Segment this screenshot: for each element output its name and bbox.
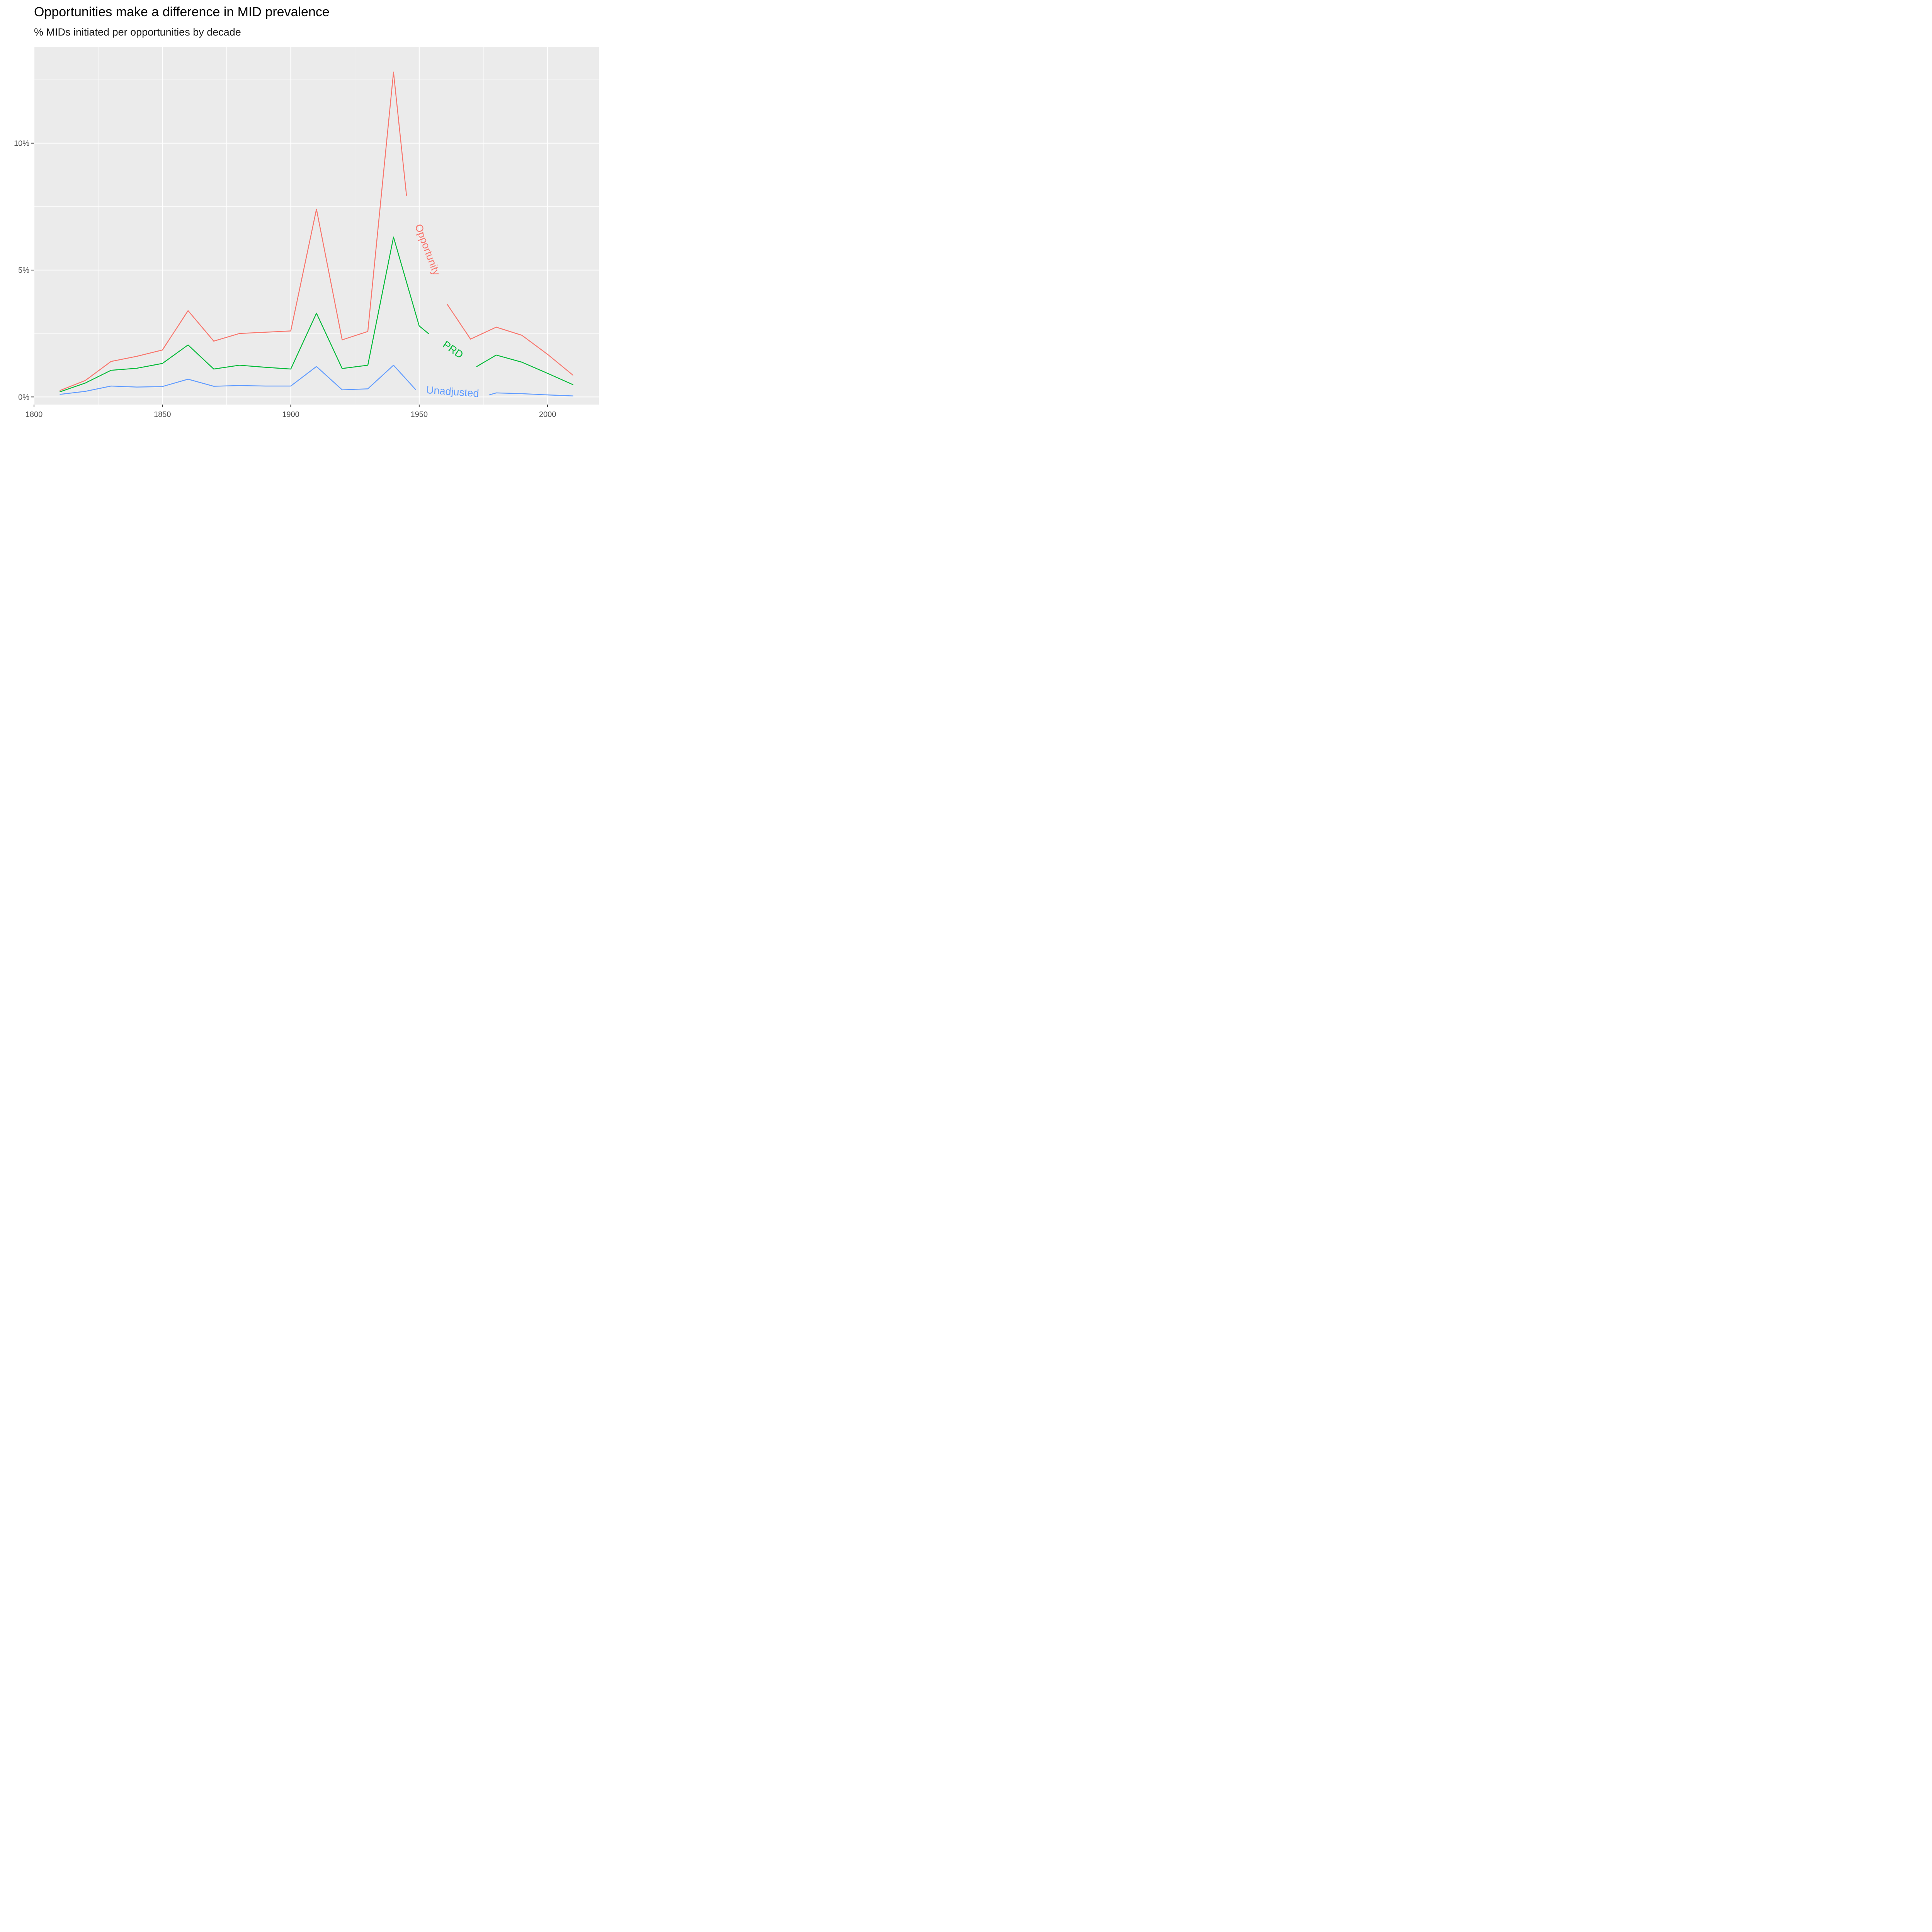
y-tick-label: 10% bbox=[14, 139, 29, 148]
x-tick-label: 1800 bbox=[26, 410, 43, 419]
y-tick-label: 5% bbox=[18, 266, 29, 275]
series-line-prd bbox=[60, 236, 429, 393]
x-tick-label: 2000 bbox=[539, 410, 556, 419]
series-line-opportunity bbox=[60, 71, 407, 391]
axes: 1800 1850 1900 1950 2000 0% 5% 10% bbox=[14, 139, 556, 419]
x-tick-label: 1950 bbox=[411, 410, 428, 419]
chart-title: Opportunities make a difference in MID p… bbox=[34, 5, 330, 19]
y-tick-label: 0% bbox=[18, 393, 29, 401]
x-tick-label: 1850 bbox=[154, 410, 171, 419]
plot-panel bbox=[34, 47, 599, 405]
series-line-unadjusted bbox=[60, 365, 417, 395]
minor-gridlines bbox=[34, 47, 599, 405]
major-gridlines bbox=[33, 47, 599, 405]
x-tick-label: 1900 bbox=[282, 410, 299, 419]
series-line-opportunity-tail bbox=[447, 304, 574, 376]
series-line-prd-tail bbox=[476, 354, 573, 385]
chart-subtitle: % MIDs initiated per opportunities by de… bbox=[34, 26, 241, 38]
series-lines bbox=[60, 71, 574, 396]
series-line-unadjusted-tail bbox=[489, 392, 573, 396]
